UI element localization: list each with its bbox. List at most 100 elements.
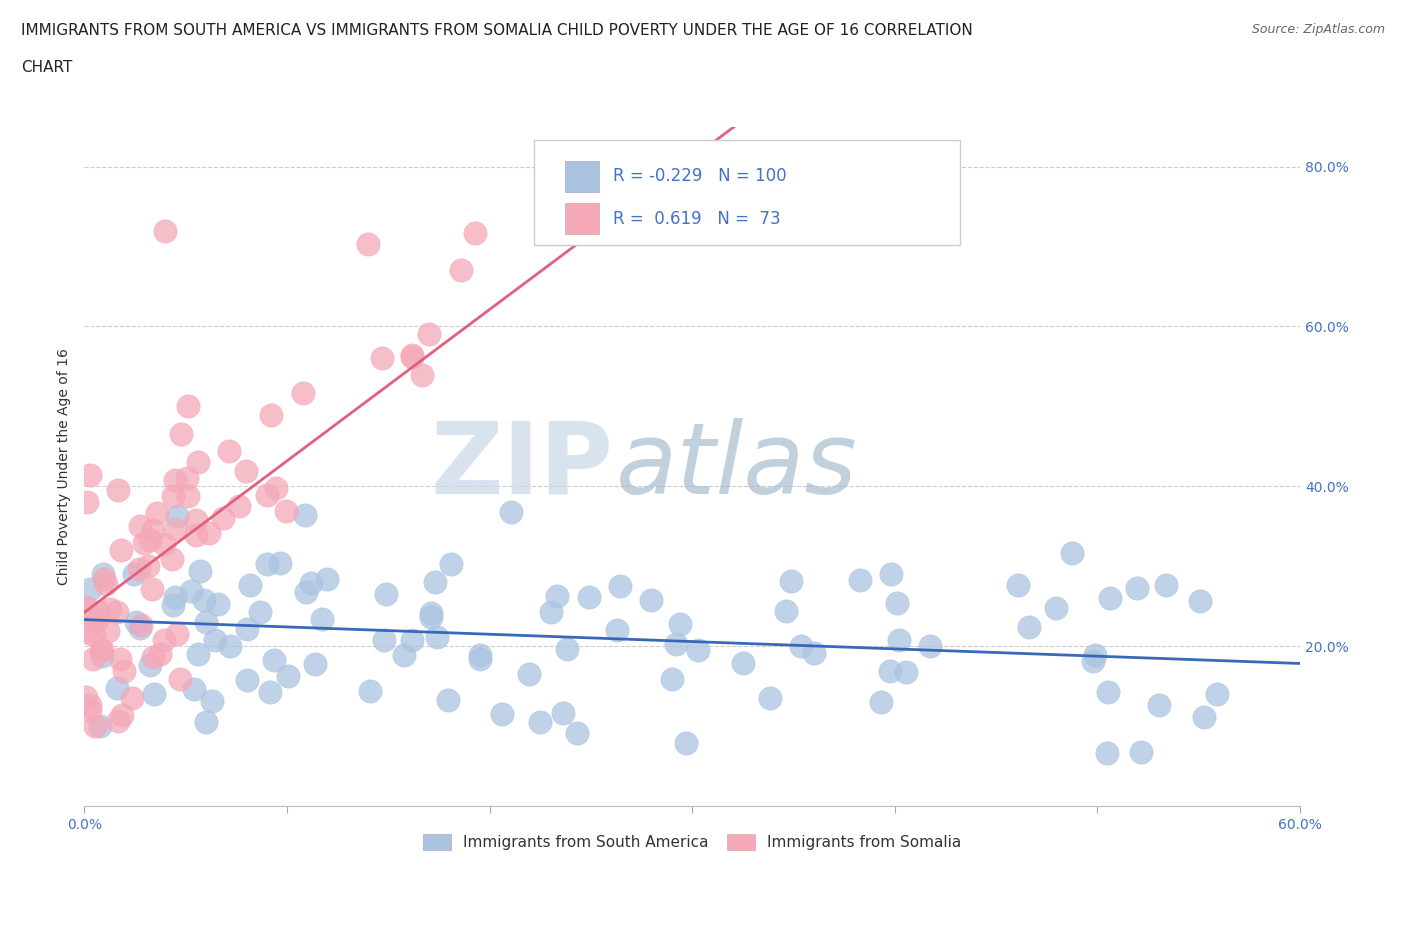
Point bbox=[661, 671, 683, 686]
Point bbox=[606, 622, 628, 637]
Point bbox=[90, 643, 112, 658]
Point bbox=[1154, 578, 1177, 592]
Point bbox=[259, 684, 281, 699]
Point bbox=[91, 566, 114, 581]
Point bbox=[105, 681, 128, 696]
Point bbox=[419, 610, 441, 625]
Point bbox=[668, 617, 690, 631]
Point bbox=[291, 385, 314, 400]
Text: CHART: CHART bbox=[21, 60, 73, 75]
Point bbox=[918, 639, 941, 654]
Point bbox=[277, 669, 299, 684]
Point bbox=[177, 488, 200, 503]
Point bbox=[609, 578, 631, 593]
Point bbox=[170, 427, 193, 442]
Point bbox=[165, 521, 187, 536]
Point bbox=[218, 444, 240, 458]
Text: Source: ZipAtlas.com: Source: ZipAtlas.com bbox=[1251, 23, 1385, 36]
Point bbox=[759, 690, 782, 705]
FancyBboxPatch shape bbox=[534, 140, 960, 246]
Point bbox=[94, 577, 117, 591]
Point bbox=[93, 571, 115, 586]
Point bbox=[894, 664, 917, 679]
Point bbox=[775, 604, 797, 618]
Point bbox=[197, 526, 219, 541]
Point bbox=[551, 705, 574, 720]
Point bbox=[1084, 647, 1107, 662]
Point bbox=[790, 638, 813, 653]
Point bbox=[886, 596, 908, 611]
Point bbox=[849, 573, 872, 588]
Point bbox=[122, 566, 145, 581]
Point bbox=[110, 543, 132, 558]
Point bbox=[517, 666, 540, 681]
Point bbox=[371, 351, 394, 365]
Point bbox=[79, 581, 101, 596]
Point bbox=[540, 604, 562, 619]
Point bbox=[75, 600, 97, 615]
Point bbox=[1018, 619, 1040, 634]
Point bbox=[138, 533, 160, 548]
Point bbox=[75, 689, 97, 704]
Text: atlas: atlas bbox=[616, 418, 858, 515]
Point bbox=[880, 566, 903, 581]
Point bbox=[373, 632, 395, 647]
Point bbox=[82, 652, 104, 667]
Point bbox=[76, 495, 98, 510]
Point bbox=[187, 647, 209, 662]
Point bbox=[392, 647, 415, 662]
Point bbox=[219, 638, 242, 653]
Point bbox=[238, 578, 260, 592]
Point bbox=[194, 714, 217, 729]
Point bbox=[166, 626, 188, 641]
Point bbox=[177, 399, 200, 414]
Point bbox=[138, 558, 160, 573]
Point bbox=[84, 719, 107, 734]
Point bbox=[75, 624, 97, 639]
Point bbox=[1045, 601, 1067, 616]
Point bbox=[87, 604, 110, 619]
Point bbox=[212, 511, 235, 525]
Point bbox=[204, 632, 226, 647]
Y-axis label: Child Poverty Under the Age of 16: Child Poverty Under the Age of 16 bbox=[58, 348, 72, 585]
Point bbox=[79, 698, 101, 712]
Point bbox=[499, 504, 522, 519]
Point bbox=[125, 615, 148, 630]
Point bbox=[169, 672, 191, 687]
Point bbox=[1130, 745, 1153, 760]
Point bbox=[733, 656, 755, 671]
Point bbox=[193, 592, 215, 607]
Point bbox=[1007, 578, 1029, 592]
Point bbox=[665, 637, 688, 652]
Point bbox=[142, 523, 165, 538]
Point bbox=[1097, 746, 1119, 761]
Point bbox=[105, 605, 128, 620]
Point bbox=[111, 708, 134, 723]
Point bbox=[235, 463, 257, 478]
Point bbox=[546, 588, 568, 603]
Point bbox=[1188, 593, 1211, 608]
Point bbox=[163, 590, 186, 604]
Point bbox=[274, 503, 297, 518]
Point bbox=[129, 618, 152, 632]
Point bbox=[107, 483, 129, 498]
Point bbox=[183, 682, 205, 697]
Point bbox=[316, 571, 339, 586]
Point bbox=[420, 605, 443, 620]
Point bbox=[565, 725, 588, 740]
Point bbox=[491, 706, 513, 721]
Point bbox=[141, 582, 163, 597]
Point bbox=[128, 518, 150, 533]
Point bbox=[236, 621, 259, 636]
Point bbox=[256, 556, 278, 571]
Point bbox=[640, 592, 662, 607]
Point bbox=[187, 455, 209, 470]
Point bbox=[304, 657, 326, 671]
Point bbox=[879, 663, 901, 678]
Point bbox=[529, 715, 551, 730]
Point bbox=[143, 686, 166, 701]
Point bbox=[578, 590, 600, 604]
Point bbox=[311, 611, 333, 626]
FancyBboxPatch shape bbox=[565, 161, 599, 192]
Point bbox=[803, 646, 825, 661]
